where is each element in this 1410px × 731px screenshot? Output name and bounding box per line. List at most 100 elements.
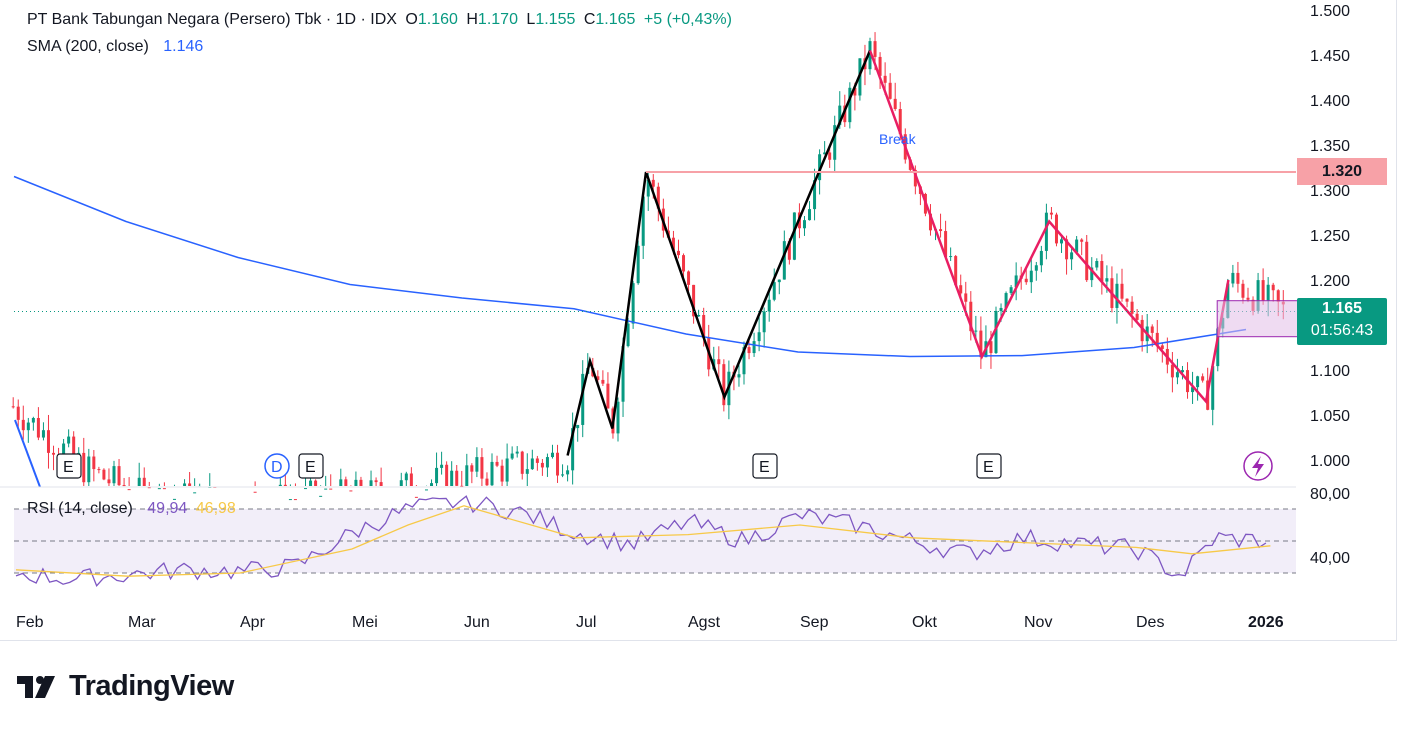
low-label: L: [526, 11, 536, 28]
candle-body: [1120, 283, 1124, 299]
lightning-icon[interactable]: [1243, 451, 1273, 481]
candle-body: [576, 424, 580, 429]
candle-body: [183, 483, 187, 486]
pink-zigzag-pattern: [868, 50, 1230, 405]
candle-body: [1024, 278, 1028, 283]
dividend-marker[interactable]: D: [264, 453, 290, 479]
candle-body: [1246, 297, 1250, 300]
chart-canvas[interactable]: 1.5001.4501.4001.3501.3001.2501.2001.150…: [0, 0, 1396, 640]
candle-body: [777, 279, 781, 283]
candle-body: [485, 478, 489, 486]
candle-body: [772, 282, 776, 300]
candle-body: [530, 458, 534, 470]
candle-body: [162, 488, 166, 490]
candle-body: [571, 428, 575, 471]
early-blue-trendline: [14, 419, 41, 488]
earnings-marker[interactable]: E: [976, 453, 1002, 479]
break-annotation: Break: [879, 131, 917, 147]
candle-body: [722, 364, 726, 406]
candle-body: [1201, 376, 1205, 381]
candle-body: [510, 453, 514, 459]
candle-body: [379, 482, 383, 486]
candle-body: [883, 75, 887, 83]
candle-body: [1196, 376, 1200, 388]
marker-letter: E: [983, 459, 994, 476]
candle-body: [823, 152, 827, 155]
candle-body: [62, 443, 66, 457]
candle-body: [1105, 278, 1109, 282]
candle-body: [1014, 275, 1018, 288]
candle-body: [424, 489, 428, 491]
candle-body: [989, 341, 993, 354]
candle-body: [480, 457, 484, 479]
candle-body: [1044, 212, 1048, 251]
sma-value: 1.146: [163, 38, 204, 55]
candle-body: [818, 154, 822, 181]
tradingview-logo[interactable]: TradingView: [17, 670, 234, 703]
candle-body: [1191, 387, 1195, 393]
candle-body: [495, 461, 499, 466]
y-tick-label: 1.350: [1310, 138, 1350, 155]
candle-body: [465, 465, 469, 486]
candle-body: [999, 307, 1003, 311]
candle-body: [414, 496, 418, 498]
candle-body: [193, 492, 197, 494]
candle-body: [1009, 287, 1013, 294]
candle-body: [460, 485, 464, 487]
candle-body: [67, 436, 71, 444]
candle-body: [1095, 260, 1099, 268]
candle-body: [994, 310, 998, 354]
candle-body: [122, 485, 126, 487]
candle-body: [1140, 319, 1144, 342]
candle-body: [888, 82, 892, 99]
dividend-marker-circle: [264, 453, 290, 479]
open-label: O: [405, 11, 418, 28]
candle-body: [112, 466, 116, 484]
candle-body: [329, 488, 333, 490]
candle-body: [11, 406, 15, 408]
candle-body: [757, 332, 761, 342]
candles-layer: [11, 32, 1285, 501]
candle-body: [1004, 293, 1008, 308]
candle-body: [46, 430, 50, 453]
candle-body: [838, 105, 842, 126]
candle-body: [979, 330, 983, 358]
rsi-lines: [15, 495, 1271, 588]
x-tick-label: Feb: [16, 614, 44, 631]
candle-body: [92, 456, 96, 470]
earnings-marker[interactable]: E: [298, 453, 324, 479]
candle-body: [1241, 283, 1245, 298]
candle-body: [1266, 284, 1270, 301]
x-tick-label: Okt: [912, 614, 937, 631]
candle-body: [1115, 283, 1119, 308]
candle-body: [97, 469, 101, 471]
candle-body: [147, 487, 151, 489]
candle-body: [545, 457, 549, 468]
candle-body: [1150, 326, 1154, 333]
earnings-marker[interactable]: E: [752, 453, 778, 479]
candle-body: [1211, 366, 1215, 410]
marker-letter: E: [63, 459, 74, 476]
earnings-marker[interactable]: E: [56, 453, 82, 479]
x-tick-label: Nov: [1024, 614, 1052, 631]
candle-body: [581, 373, 585, 425]
candle-body: [762, 311, 766, 333]
candle-body: [535, 458, 539, 463]
candle-body: [339, 479, 343, 486]
candle-body: [646, 179, 650, 197]
candle-body: [893, 98, 897, 110]
candle-body: [107, 479, 111, 484]
candle-body: [475, 457, 479, 472]
chart-frame[interactable]: 1.5001.4501.4001.3501.3001.2501.2001.150…: [0, 0, 1397, 641]
resistance-price-tag: 1.320: [1297, 158, 1387, 185]
x-tick-label: Des: [1136, 614, 1164, 631]
candle-body: [1271, 284, 1275, 291]
candle-body: [21, 419, 25, 431]
resistance-level: [14, 171, 1296, 312]
candle-body: [1070, 252, 1074, 260]
candle-body: [435, 467, 439, 484]
y-tick-label: 1.400: [1310, 93, 1350, 110]
candle-body: [813, 180, 817, 210]
candle-body: [440, 464, 444, 468]
candle-body: [1100, 260, 1104, 282]
